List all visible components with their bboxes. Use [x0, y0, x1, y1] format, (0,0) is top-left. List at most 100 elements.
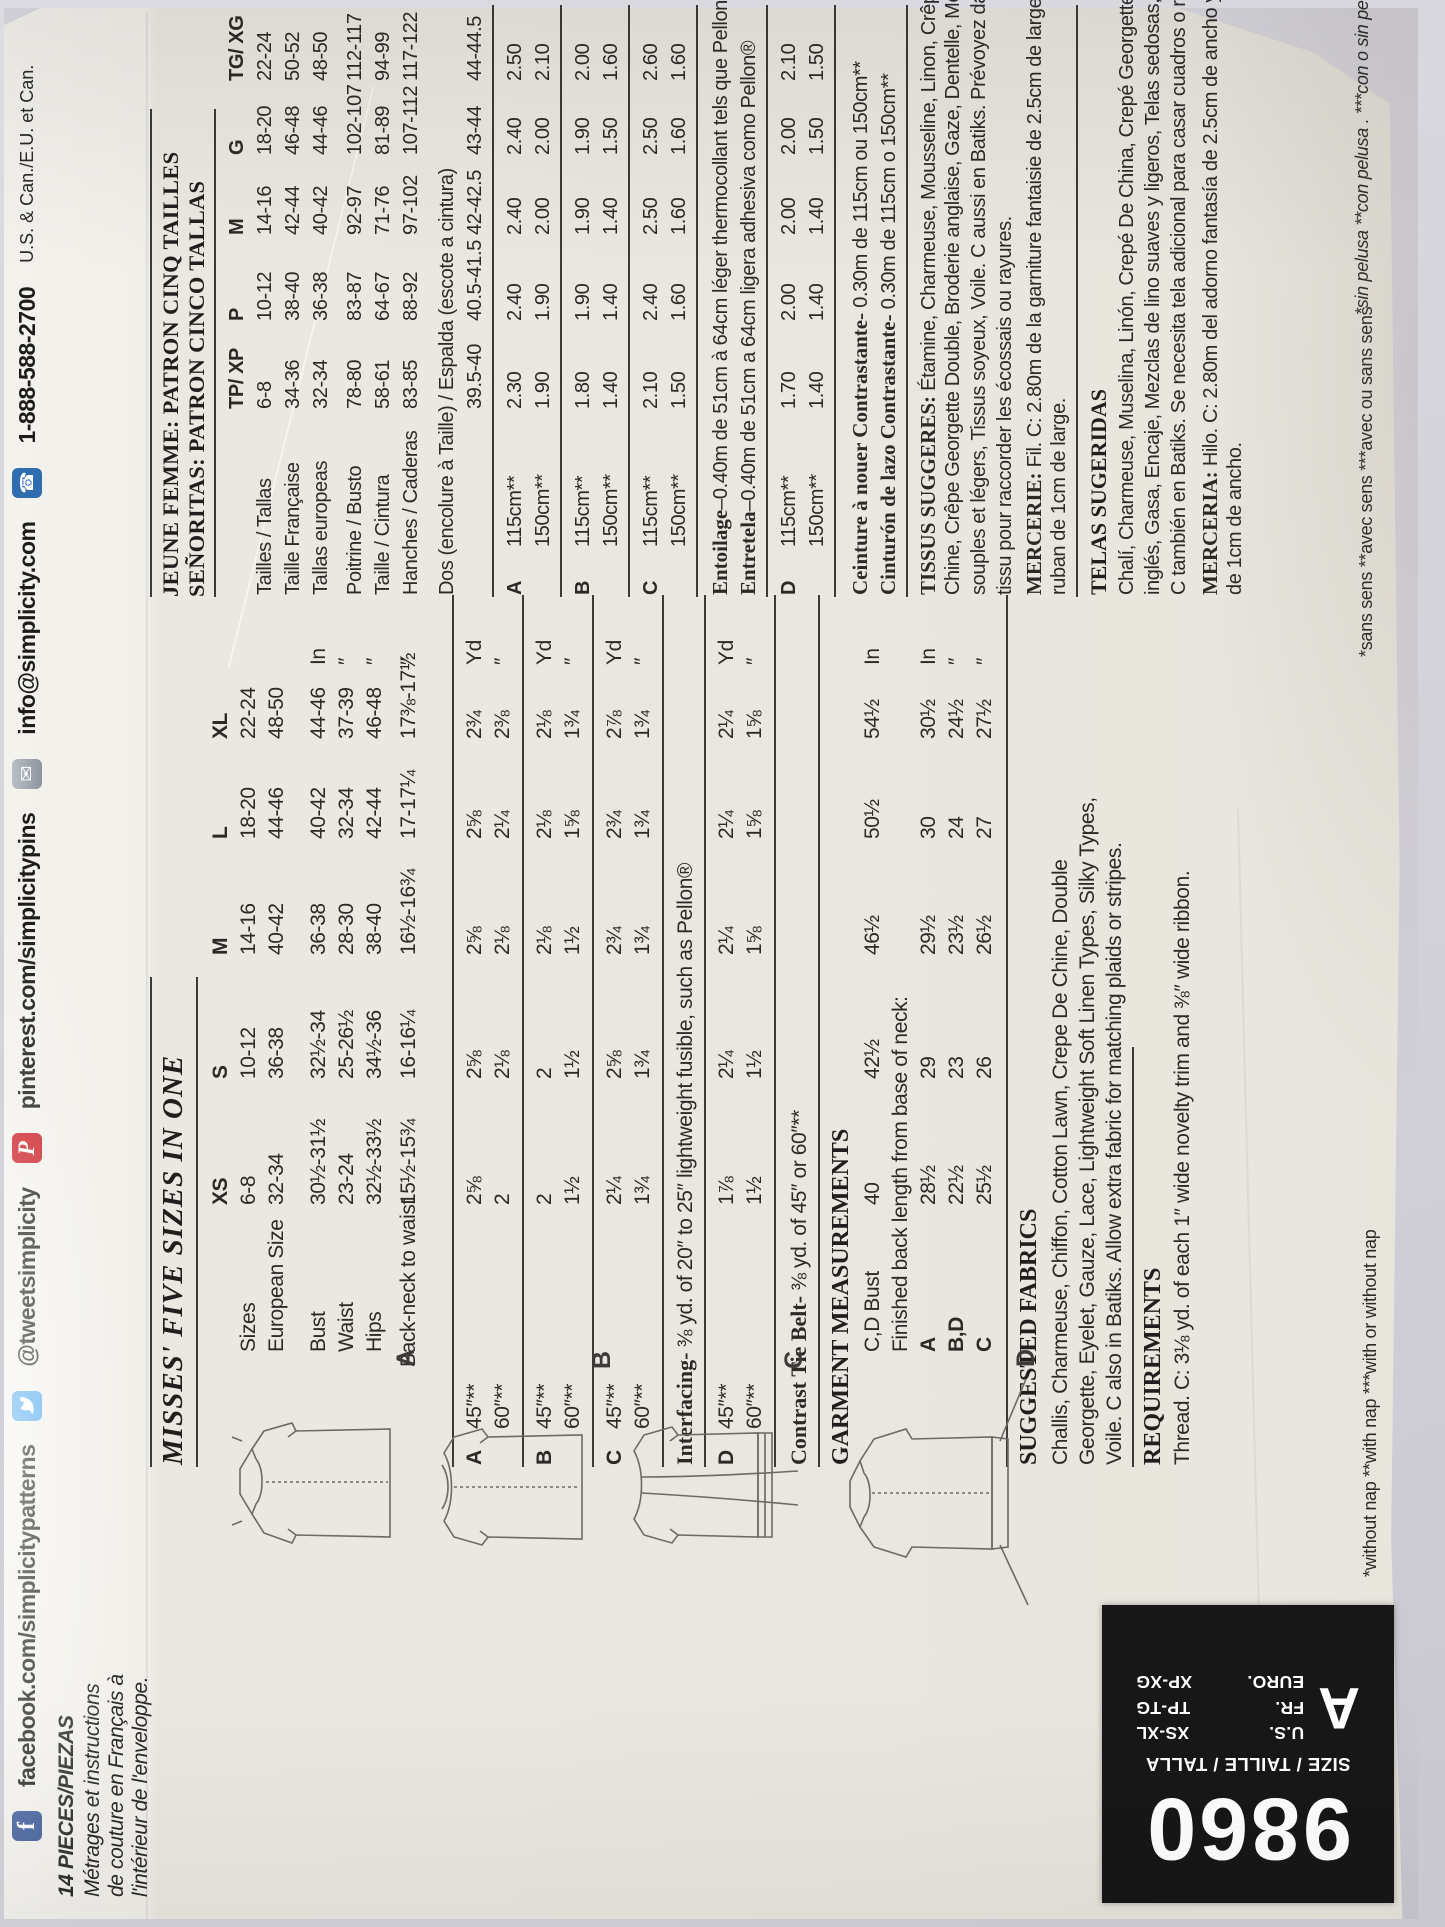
cell: 10-12	[254, 271, 276, 321]
cell: 50-52	[282, 31, 304, 81]
social-strip: f facebook.com/simplicitypatterns @tweet…	[12, 65, 42, 1841]
cell: 40.5-41.5	[464, 240, 486, 321]
cinturon-label: Cinturón de lazo Contrastante-	[876, 314, 900, 595]
cell: 40	[861, 1182, 884, 1205]
row-label: Hanches / Caderas	[400, 430, 422, 595]
size-code-letter: A	[1318, 1674, 1360, 1740]
cell: 2.00	[778, 283, 800, 321]
rule	[196, 977, 198, 1467]
view-key: C	[640, 580, 662, 595]
cell: 46-48	[282, 105, 304, 155]
cell: 1.40	[806, 197, 828, 235]
french-note-line: l'intérieur de l'enveloppe.	[129, 1676, 152, 1897]
nap-footnote-spanish: *sin pelusa **con pelusa . ***con o sin …	[1352, 0, 1372, 315]
cell: 2.00	[532, 197, 554, 235]
cell: 43-44	[464, 105, 486, 155]
unit: ″	[743, 657, 766, 665]
width-label: 115cm**	[778, 475, 800, 547]
row-label: Poitrine / Busto	[344, 465, 366, 595]
metric-row: 150cm** 1.50 1.60 1.60 1.60 1.60	[668, 0, 696, 1927]
cell: 97-102	[400, 175, 422, 235]
cell: 2¼	[715, 1050, 738, 1079]
cell: 1.60	[668, 283, 690, 321]
fabrics-line: Challis, Charmeuse, Chiffon, Cotton Lawn…	[1049, 859, 1072, 1465]
cell: 42-42.5	[464, 169, 486, 235]
row-label: A	[917, 1337, 940, 1352]
cell: 1.90	[532, 371, 554, 409]
col-header: G	[226, 139, 248, 155]
width-label: 150cm**	[600, 474, 622, 547]
cell: 2.30	[504, 371, 526, 409]
ceinture-text: 0.30m de 115cm ou 150cm**	[850, 61, 872, 313]
french-table-title: JEUNE FEMME: PATRON CINQ TAILLES	[158, 151, 183, 597]
col-header: P	[226, 308, 248, 321]
cell: 22½	[945, 1165, 968, 1205]
metric-row: C 115cm** 2.10 2.40 2.50 2.50 2.60	[640, 0, 668, 1927]
cell: 2¼	[715, 926, 738, 955]
cell: 2.10	[778, 43, 800, 81]
nap-footnote-french: *sans sens **avec sens ***avec ou sans s…	[1356, 306, 1376, 657]
row-label: Taille Française	[282, 462, 304, 595]
size-system: EURO.	[1247, 1672, 1305, 1693]
cell: 24	[945, 816, 968, 839]
spanish-table-title: SEÑORITAS: PATRON CINCO TALLAS	[184, 180, 209, 597]
cell: 2¼	[715, 710, 738, 739]
twitter-handle: @tweetsimplicity	[13, 1187, 40, 1367]
metric-row: 150cm** 1.40 1.40 1.40 1.50 1.60	[600, 0, 628, 1927]
width-label: 115cm**	[640, 475, 662, 547]
cell: 2.50	[504, 43, 526, 81]
telas-line: inglés, Gasa, Encaje, Mezclas de lino su…	[1142, 0, 1164, 595]
email-address: info@simplicity.com	[13, 521, 40, 735]
cell: 1⅞	[715, 1176, 738, 1205]
cell: 1.50	[806, 117, 828, 155]
cell: 117-122	[400, 11, 422, 81]
size-column-headers: TP/ XP P M G TG/ XG	[226, 0, 254, 1927]
cell: 1.40	[600, 371, 622, 409]
ceinture-label: Ceinture à nouer Contrastante-	[848, 312, 872, 595]
cell: 78-80	[344, 359, 366, 409]
cell: 2.60	[640, 43, 662, 81]
cell: 1.40	[806, 283, 828, 321]
cell: 27½	[973, 699, 996, 739]
cell: 24½	[945, 699, 968, 739]
nap-footnote: *without nap **with nap ***with or witho…	[1360, 1229, 1380, 1577]
rule	[696, 5, 698, 597]
cell: 26½	[973, 915, 996, 955]
rule	[560, 5, 562, 597]
fabrics-line: Georgette, Eyelet, Gauze, Lace, Lightwei…	[1076, 797, 1099, 1465]
size-system: U.S.	[1268, 1723, 1305, 1743]
cell: 1⅝	[743, 710, 766, 739]
metric-row: 150cm** 1.40 1.40 1.40 1.50 1.50	[806, 0, 834, 1927]
size-range: XP-XG	[1136, 1672, 1193, 1693]
finished-length-note: Finished back length from base of neck:	[889, 996, 912, 1352]
view-key: D	[778, 580, 800, 595]
entretela-label: Entretela	[736, 511, 760, 595]
merceria-title: MERCERIA:	[1198, 471, 1222, 595]
phone-region-note: U.S. & Can./E.U. et Can.	[16, 64, 37, 263]
mercerie-title: MERCERIE:	[1022, 472, 1046, 595]
table-row: Tallas europeas 32-34 36-38 40-42 44-46 …	[310, 0, 338, 1927]
mercerie-line: ruban de 1cm de large.	[1048, 398, 1070, 595]
cell: 2.40	[504, 197, 526, 235]
cell: 94-99	[372, 31, 394, 81]
cell: 14-16	[254, 185, 276, 235]
pattern-number: 9860	[1144, 1780, 1352, 1879]
cell: 29½	[917, 915, 940, 955]
cell: 2.40	[640, 283, 662, 321]
cell: 2.00	[778, 117, 800, 155]
cell: 71-76	[372, 185, 394, 235]
size-caption: SIZE / TAILLE / TALLA	[1145, 1754, 1351, 1775]
cell: 30	[917, 816, 940, 839]
entretela-text: –0.40m de 51cm a 64cm ligera adhesiva co…	[738, 40, 760, 512]
rule	[452, 595, 454, 1467]
cell: 1½	[743, 1176, 766, 1205]
cell: 25½	[973, 1165, 996, 1205]
french-note-line: de couture en Français à	[105, 1674, 128, 1897]
view-key: B	[572, 580, 594, 595]
cell: 36-38	[310, 271, 332, 321]
cell: 1½	[743, 1050, 766, 1079]
merceria-line: de 1cm de ancho.	[1224, 442, 1246, 595]
cell: 1.60	[600, 43, 622, 81]
cell: 1.90	[572, 117, 594, 155]
